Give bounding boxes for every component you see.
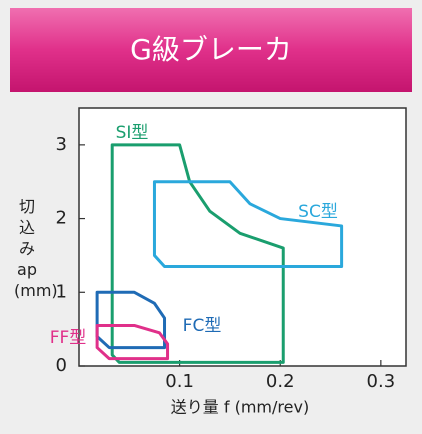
plot-area: [78, 107, 407, 367]
x-tick-label: 0.2: [266, 371, 295, 392]
y-tick-label: 2: [56, 208, 67, 229]
y-tick-label: 0: [56, 355, 67, 376]
y-axis-label: 切込み ap (mm): [14, 197, 58, 300]
region-label: FF型: [50, 328, 87, 348]
region: [95, 290, 167, 350]
region-label: FC型: [183, 316, 222, 336]
x-tick-label: 0.1: [165, 371, 194, 392]
y-tick-label: 1: [56, 281, 67, 302]
y-tick-label: 3: [56, 134, 67, 155]
x-tick-label: 0.3: [367, 371, 396, 392]
region: [95, 323, 170, 361]
chart-title: G級ブレーカ: [130, 33, 292, 66]
region-label: SC型: [298, 202, 338, 222]
region-label: SI型: [116, 123, 149, 143]
x-axis-label: 送り量 f (mm/rev): [171, 398, 309, 417]
title-bar: [10, 8, 412, 92]
region: [152, 180, 344, 268]
